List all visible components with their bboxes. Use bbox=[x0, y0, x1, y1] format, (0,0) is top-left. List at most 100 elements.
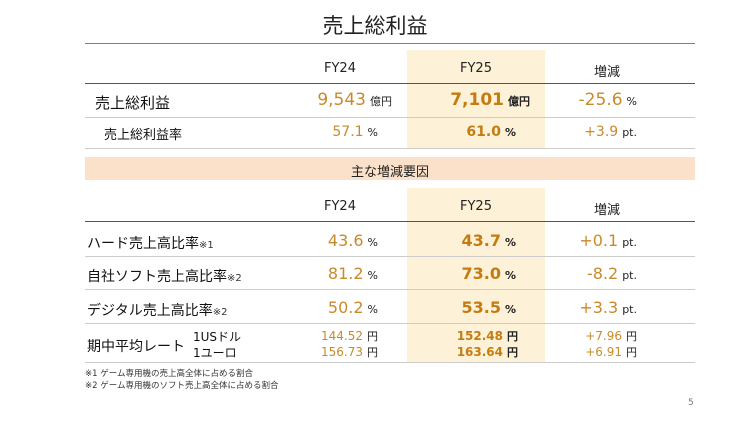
value-fy25: 7,101 bbox=[450, 90, 504, 110]
value-fy25: 43.7 bbox=[461, 231, 501, 250]
table-row: 57.1% bbox=[332, 124, 378, 140]
value-change: -25.6 bbox=[578, 90, 623, 110]
value-fy25: 53.5 bbox=[461, 298, 501, 317]
unit: % bbox=[504, 303, 516, 316]
table-row: 9,543 億円 bbox=[317, 90, 392, 110]
row-label-gross-profit: 売上総利益 bbox=[95, 94, 171, 112]
header-rule bbox=[85, 83, 695, 84]
row-label-fx-rate: 期中平均レート bbox=[87, 339, 185, 355]
unit: 円 bbox=[626, 346, 637, 359]
row-label-first-party-ratio: 自社ソフト売上高比率※2 bbox=[87, 266, 242, 286]
table-row: 156.73 円 bbox=[321, 344, 378, 360]
unit: pt. bbox=[622, 269, 637, 282]
footnote-ref: ※2 bbox=[227, 273, 242, 284]
value-change: +0.1 bbox=[579, 231, 619, 250]
value-change: +7.96 bbox=[585, 329, 622, 343]
table-row: 73.0% bbox=[461, 264, 516, 283]
table-row: 43.6% bbox=[328, 231, 378, 250]
table-row: 144.52 円 bbox=[321, 328, 378, 344]
value-fy24: 57.1 bbox=[332, 124, 364, 140]
row-divider bbox=[85, 289, 695, 290]
value-fy24: 81.2 bbox=[327, 264, 364, 283]
fy25-highlight-bottom bbox=[407, 188, 545, 362]
header-fy25: FY25 bbox=[460, 199, 492, 214]
header-fy25: FY25 bbox=[460, 61, 492, 76]
page-title: 売上総利益 bbox=[322, 14, 428, 38]
table-row: +6.91 円 bbox=[585, 344, 637, 360]
header-change: 増減 bbox=[593, 65, 620, 80]
unit: 円 bbox=[507, 330, 518, 343]
unit: % bbox=[504, 236, 516, 249]
unit: 円 bbox=[507, 346, 518, 359]
value-fy24: 144.52 bbox=[321, 329, 363, 343]
table-row: 50.2% bbox=[328, 298, 378, 317]
table-row: 7,101 億円 bbox=[450, 90, 530, 110]
table-row: 53.5% bbox=[461, 298, 516, 317]
value-fy24: 50.2 bbox=[327, 298, 364, 317]
value-fy25: 73.0 bbox=[461, 264, 501, 283]
unit: 円 bbox=[626, 330, 637, 343]
header-change: 増減 bbox=[593, 203, 620, 218]
page-number: 5 bbox=[688, 398, 694, 408]
value-fy25: 163.64 bbox=[456, 345, 503, 359]
unit: 億円 bbox=[508, 95, 530, 108]
table-row: +3.3 pt. bbox=[579, 298, 637, 317]
unit: 円 bbox=[367, 330, 378, 343]
value-fy24: 43.6 bbox=[327, 231, 364, 250]
row-divider bbox=[85, 323, 695, 324]
unit: % bbox=[504, 126, 516, 139]
unit: pt. bbox=[622, 303, 637, 316]
row-label-hardware-ratio: ハード売上高比率※1 bbox=[87, 233, 214, 253]
label-text: ハード売上高比率 bbox=[87, 236, 199, 252]
value-fy24: 156.73 bbox=[321, 345, 363, 359]
table-row: +7.96 円 bbox=[585, 328, 637, 344]
table-row: +3.9 pt. bbox=[584, 124, 637, 140]
table-row: -8.2 pt. bbox=[587, 264, 637, 283]
table-row: 61.0% bbox=[466, 124, 516, 140]
unit: pt. bbox=[622, 126, 637, 139]
row-divider bbox=[85, 117, 695, 118]
value-fy25: 152.48 bbox=[456, 329, 503, 343]
unit: % bbox=[367, 269, 378, 282]
unit: % bbox=[367, 236, 378, 249]
row-label-digital-ratio: デジタル売上高比率※2 bbox=[87, 300, 227, 320]
unit: % bbox=[626, 95, 637, 108]
label-text: デジタル売上高比率 bbox=[87, 303, 213, 319]
value-change: +6.91 bbox=[585, 345, 622, 359]
fy25-highlight-top bbox=[407, 50, 545, 149]
factors-band bbox=[85, 157, 695, 180]
unit: % bbox=[367, 126, 378, 139]
table-row: 43.7% bbox=[461, 231, 516, 250]
unit: % bbox=[504, 269, 516, 282]
footnote-2: ※2 ゲーム専用機のソフト売上高全体に占める割合 bbox=[85, 381, 279, 391]
fx-currency-usd: 1USドル bbox=[193, 330, 242, 344]
header-rule bbox=[85, 221, 695, 222]
footnote-1: ※1 ゲーム専用機の売上高全体に占める割合 bbox=[85, 369, 253, 379]
value-change: +3.3 bbox=[579, 298, 619, 317]
row-label-gross-margin: 売上総利益率 bbox=[104, 128, 183, 143]
table-row: -25.6% bbox=[579, 90, 637, 110]
footnote-ref: ※2 bbox=[212, 307, 228, 318]
header-fy24: FY24 bbox=[324, 199, 356, 214]
unit: pt. bbox=[622, 236, 637, 249]
fx-currency-eur: 1ユーロ bbox=[193, 346, 237, 360]
value-change: -8.2 bbox=[586, 264, 619, 283]
table-row: 152.48 円 bbox=[457, 328, 518, 344]
table-row: +0.1 pt. bbox=[579, 231, 637, 250]
unit: 億円 bbox=[370, 95, 392, 108]
unit: 円 bbox=[367, 346, 378, 359]
table-row: 163.64 円 bbox=[457, 344, 518, 360]
factors-band-title: 主な増減要因 bbox=[350, 165, 429, 180]
value-change: +3.9 bbox=[584, 124, 619, 140]
row-divider bbox=[85, 256, 695, 257]
unit: % bbox=[367, 303, 378, 316]
row-divider bbox=[85, 148, 695, 149]
value-fy25: 61.0 bbox=[466, 124, 501, 140]
label-text: 自社ソフト売上高比率 bbox=[87, 269, 227, 285]
row-divider bbox=[85, 362, 695, 363]
header-fy24: FY24 bbox=[324, 61, 356, 76]
title-divider bbox=[85, 43, 695, 44]
table-row: 81.2% bbox=[328, 264, 378, 283]
value-fy24: 9,543 bbox=[317, 90, 366, 110]
footnote-ref: ※1 bbox=[199, 240, 214, 251]
